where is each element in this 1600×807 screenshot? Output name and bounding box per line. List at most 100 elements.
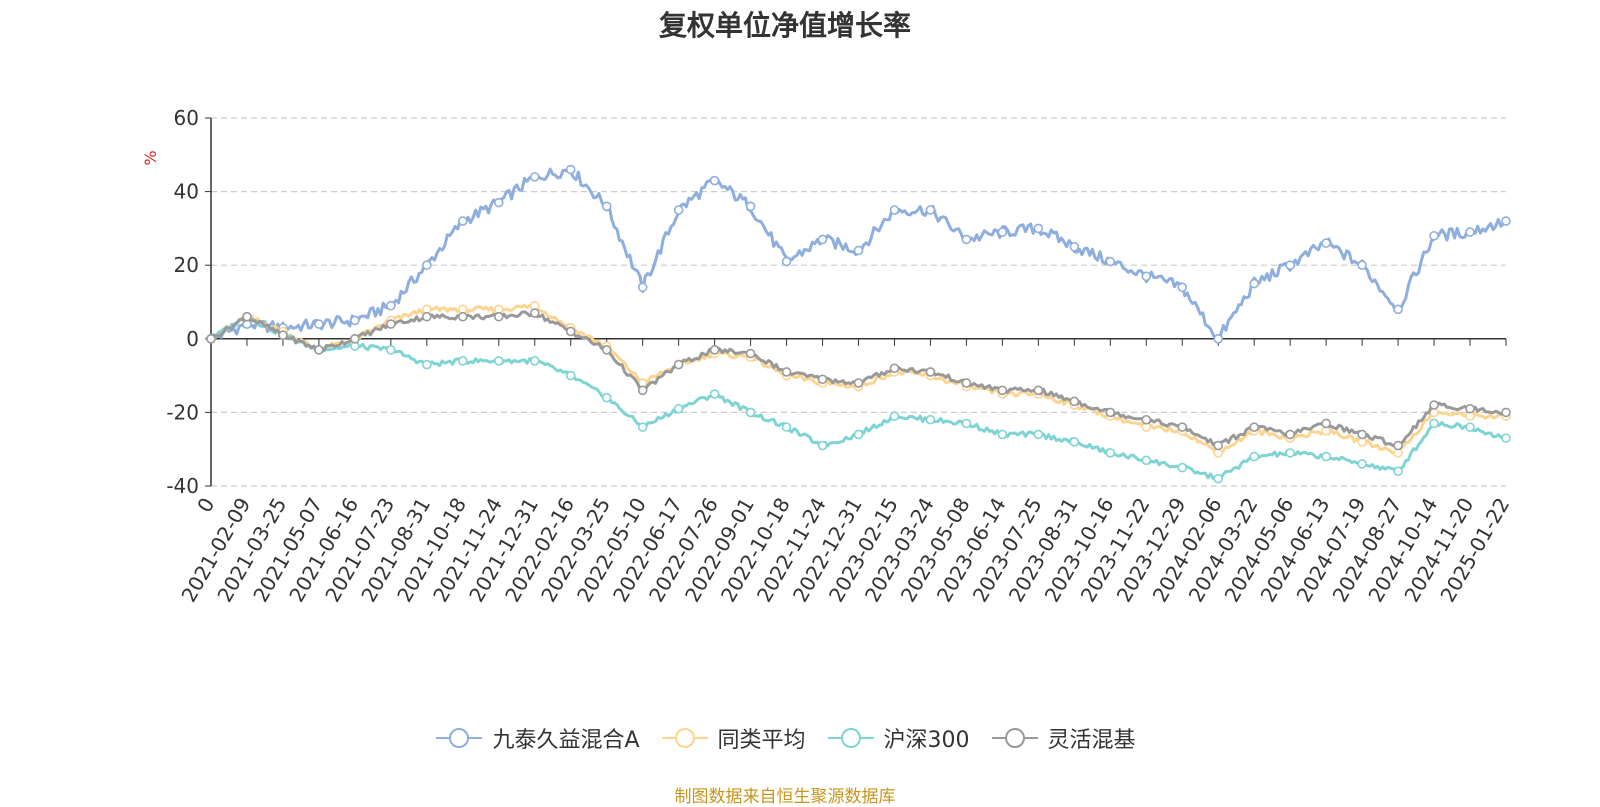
data-point xyxy=(1105,407,1116,418)
data-point xyxy=(1285,260,1295,271)
data-point xyxy=(673,359,684,370)
data-point xyxy=(1249,278,1259,289)
data-point xyxy=(1249,451,1259,462)
data-point xyxy=(1321,418,1331,429)
data-point xyxy=(1501,407,1511,418)
x-tick-label: 0 xyxy=(192,494,219,517)
data-point xyxy=(1465,422,1475,432)
data-point xyxy=(1069,242,1080,252)
data-point xyxy=(1285,429,1295,440)
data-point xyxy=(386,345,396,355)
legend-item-0[interactable]: 九泰久益混合A xyxy=(434,722,640,754)
data-point xyxy=(1177,422,1188,432)
data-point xyxy=(997,227,1008,237)
data-point xyxy=(386,319,396,329)
chart-title: 复权单位净值增长率 xyxy=(658,9,911,42)
data-point xyxy=(1213,440,1224,451)
data-point xyxy=(350,333,360,344)
data-point xyxy=(529,172,540,182)
data-point xyxy=(853,378,864,388)
data-point xyxy=(242,311,252,322)
data-point xyxy=(529,308,540,318)
data-point xyxy=(997,429,1008,440)
data-point xyxy=(278,330,288,340)
data-point xyxy=(1141,455,1152,466)
data-point xyxy=(422,260,432,271)
data-point xyxy=(529,356,540,366)
data-point xyxy=(817,440,828,451)
data-point xyxy=(781,367,792,377)
data-point xyxy=(422,359,432,370)
data-point xyxy=(817,374,828,385)
legend-label: 灵活混基 xyxy=(1047,728,1136,753)
legend-line-circle-icon xyxy=(661,728,708,748)
y-tick-label: -20 xyxy=(166,400,199,424)
data-point xyxy=(1141,414,1152,425)
data-point xyxy=(1429,230,1439,241)
data-point xyxy=(709,175,720,186)
data-point xyxy=(673,205,684,215)
legend: 九泰久益混合A 同类平均 沪深300 灵活混基 xyxy=(0,722,1570,756)
data-point xyxy=(889,363,900,374)
data-point xyxy=(1357,459,1367,469)
y-tick-label: 40 xyxy=(174,180,199,204)
data-point xyxy=(601,201,612,212)
series-0 xyxy=(206,164,1511,344)
legend-label: 沪深300 xyxy=(883,728,970,753)
data-point xyxy=(1465,403,1475,414)
data-point xyxy=(925,414,936,425)
data-point xyxy=(709,389,720,399)
data-point xyxy=(1069,396,1080,407)
legend-item-1[interactable]: 同类平均 xyxy=(660,722,806,754)
data-point xyxy=(1213,473,1224,484)
legend-line-circle-icon xyxy=(827,728,874,748)
data-point xyxy=(961,378,972,388)
data-point xyxy=(961,418,972,429)
y-axis-label: % xyxy=(141,150,160,165)
data-point xyxy=(1069,437,1080,447)
data-point xyxy=(637,422,648,432)
data-point xyxy=(853,245,864,256)
data-point xyxy=(781,256,792,267)
data-point xyxy=(601,345,612,355)
data-point xyxy=(1141,271,1152,282)
data-point xyxy=(601,392,612,403)
data-point xyxy=(1429,400,1439,410)
y-tick-label: 20 xyxy=(174,253,199,277)
data-point xyxy=(493,197,504,208)
data-point xyxy=(565,164,576,175)
data-point xyxy=(673,403,684,414)
data-point xyxy=(637,282,648,293)
y-tick-label: -40 xyxy=(166,474,199,498)
legend-label: 九泰久益混合A xyxy=(492,728,640,753)
data-point xyxy=(1357,429,1367,440)
data-point xyxy=(1429,418,1439,429)
data-point xyxy=(1285,448,1295,458)
data-point xyxy=(745,407,756,418)
legend-item-3[interactable]: 灵活混基 xyxy=(990,722,1136,754)
data-point xyxy=(1177,282,1188,293)
data-point xyxy=(1033,385,1044,396)
data-point xyxy=(1501,216,1511,226)
data-point xyxy=(637,385,648,396)
chart-plot: 6040200-20-4002021-02-092021-03-252021-0… xyxy=(141,106,1514,606)
data-point xyxy=(889,205,900,215)
data-point xyxy=(745,201,756,212)
data-source-note: 制图数据来自恒生聚源数据库 xyxy=(674,787,896,807)
data-point xyxy=(458,356,468,366)
data-point xyxy=(314,345,324,355)
data-point xyxy=(817,234,828,245)
y-tick-label: 0 xyxy=(186,327,199,351)
data-point xyxy=(853,429,864,440)
data-point xyxy=(997,385,1008,396)
legend-line-circle-icon xyxy=(436,728,483,748)
data-point xyxy=(386,300,396,311)
data-point xyxy=(1177,462,1188,473)
legend-line-circle-icon xyxy=(991,728,1038,748)
legend-item-2[interactable]: 沪深300 xyxy=(826,722,970,754)
data-point xyxy=(781,422,792,432)
data-point xyxy=(458,216,468,226)
data-point xyxy=(925,367,936,377)
data-point xyxy=(314,319,324,329)
data-point xyxy=(1033,223,1044,234)
